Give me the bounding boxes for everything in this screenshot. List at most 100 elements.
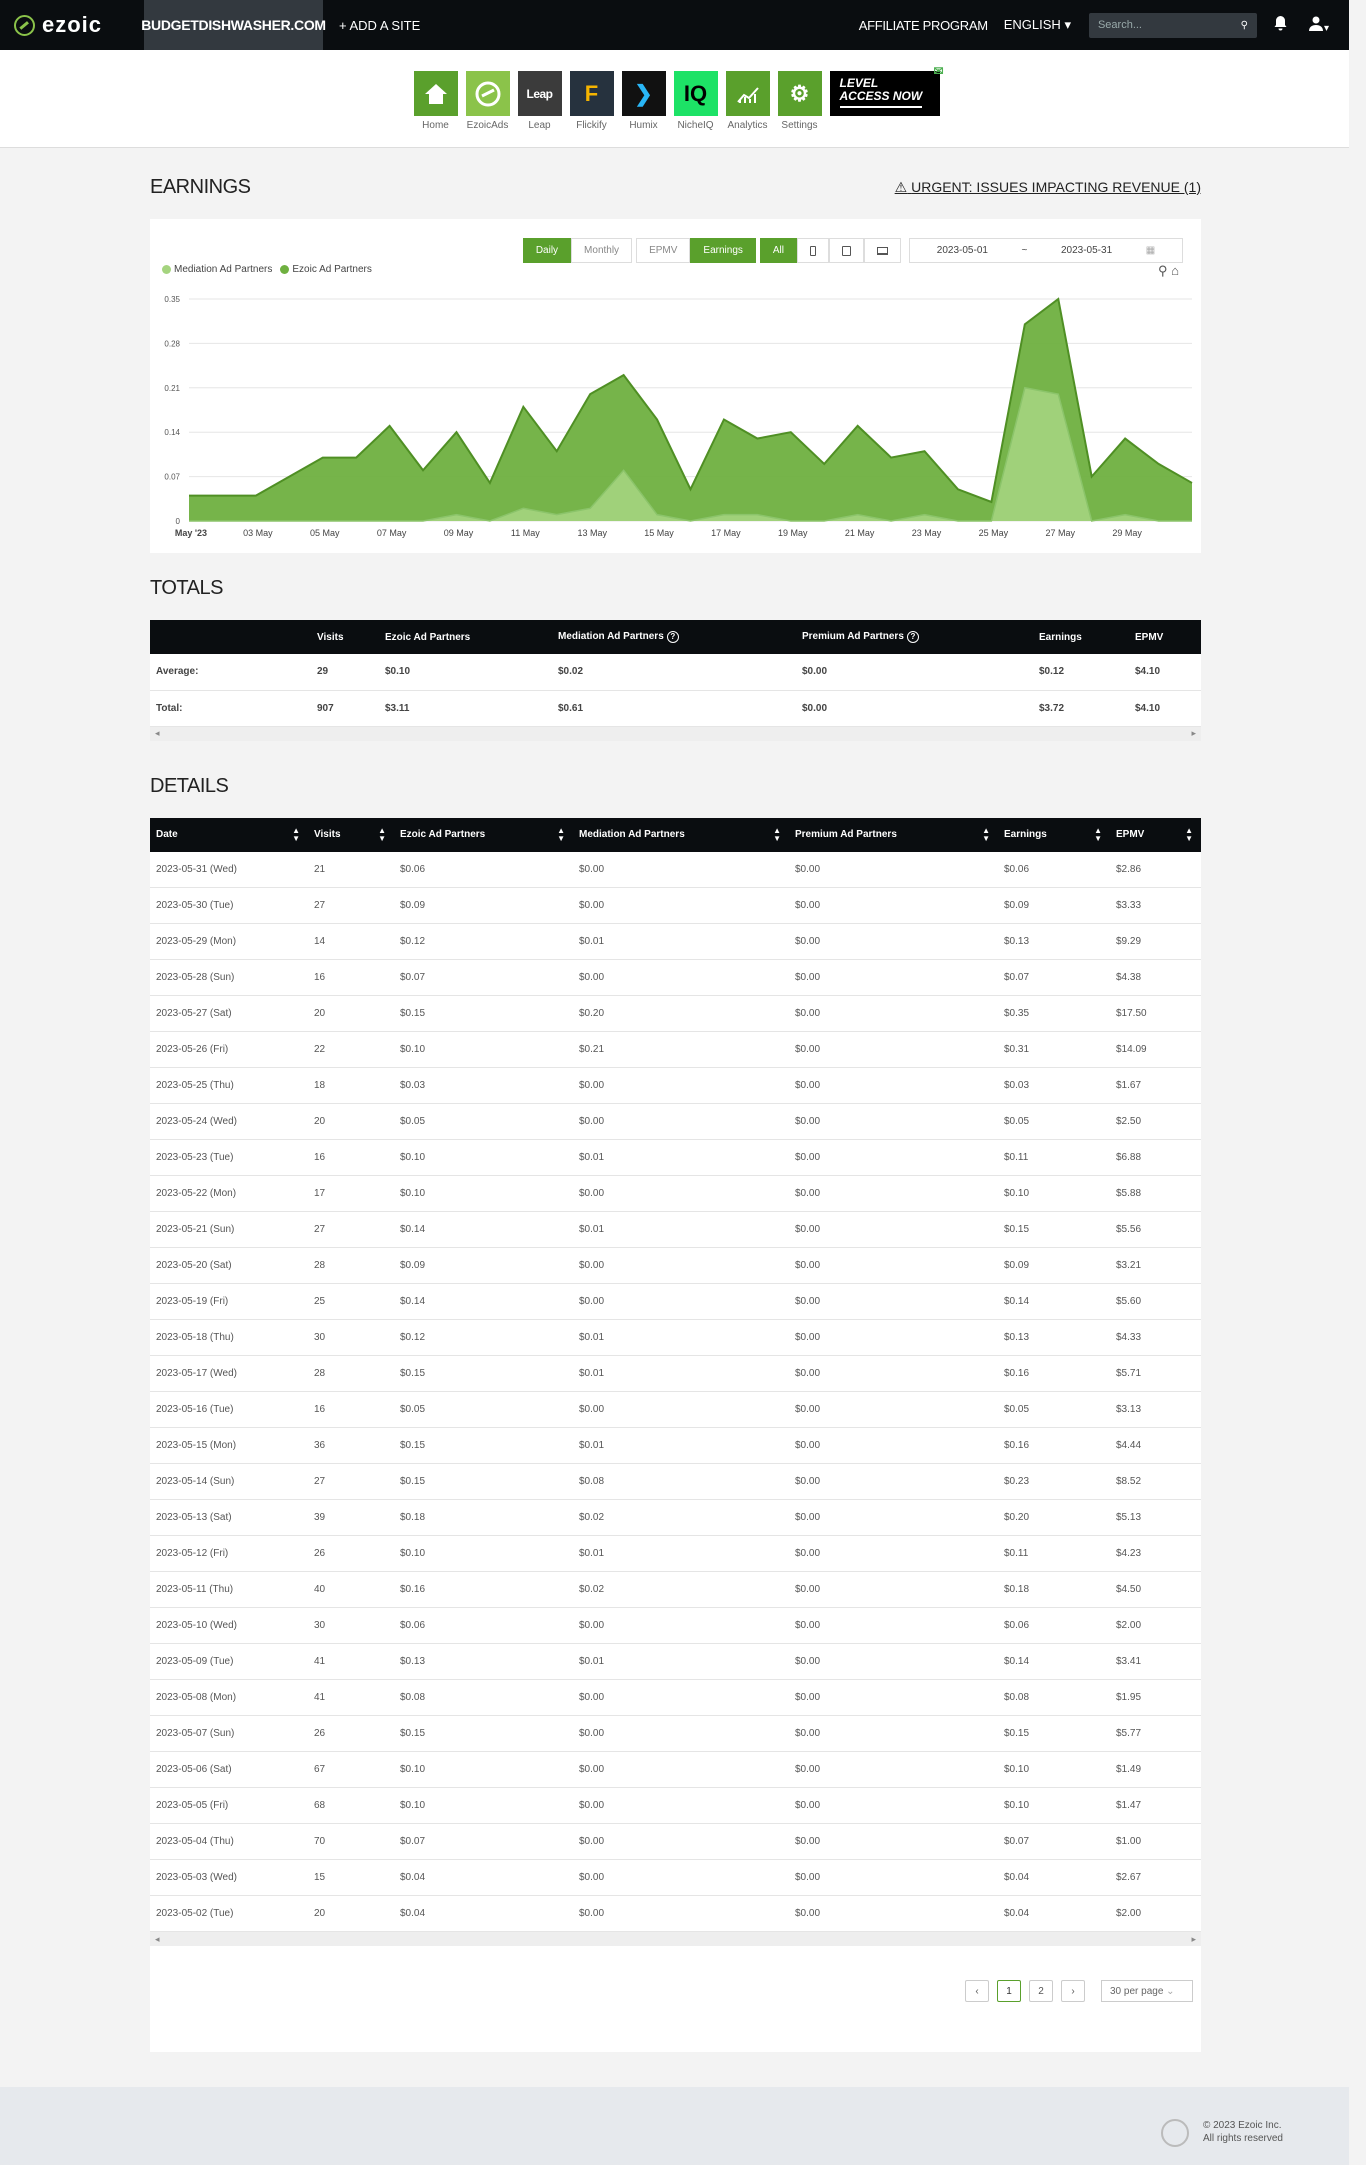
scroll-left-icon[interactable]: ◂ bbox=[155, 728, 160, 738]
epmv-button[interactable]: EPMV bbox=[636, 238, 691, 263]
earnings-button[interactable]: Earnings bbox=[690, 238, 756, 263]
help-icon[interactable]: ? bbox=[666, 631, 679, 643]
monthly-button[interactable]: Monthly bbox=[571, 238, 633, 263]
next-page-button[interactable]: › bbox=[1061, 1980, 1085, 2002]
level-access-banner[interactable]: LEVEL ACCESS NOW ✉ bbox=[829, 65, 944, 116]
ezoic-logo[interactable]: ezoic bbox=[0, 12, 144, 38]
user-caret-icon: ▾ bbox=[1323, 22, 1329, 34]
scroll-left-icon[interactable]: ◂ bbox=[155, 1933, 160, 1944]
table-cell: 39 bbox=[308, 1499, 394, 1536]
table-cell: $0.07 bbox=[394, 959, 573, 996]
table-row: 2023-05-07 (Sun) 26 $0.15 $0.00 $0.00 $0.15 $5… bbox=[150, 1715, 1201, 1752]
details-scrollbar[interactable]: ◂ ▸ bbox=[150, 1932, 1201, 1946]
app-nicheiq[interactable]: IQ NicheIQ bbox=[670, 71, 722, 147]
table-cell: $0.00 bbox=[789, 1463, 998, 1500]
urgent-issues-link[interactable]: ⚠ URGENT: ISSUES IMPACTING REVENUE (1) bbox=[895, 179, 1201, 196]
table-cell: Average: bbox=[150, 654, 311, 691]
table-cell: 26 bbox=[308, 1535, 394, 1572]
details-header-3[interactable]: Mediation Ad Partners ▲ ▼ bbox=[573, 817, 789, 852]
app-analytics[interactable]: Analytics bbox=[722, 71, 774, 147]
zoom-icon[interactable]: ⚲ bbox=[1157, 263, 1168, 278]
table-cell: $0.00 bbox=[573, 1175, 789, 1212]
totals-title: TOTALS bbox=[150, 577, 223, 599]
site-selector[interactable]: BUDGETDISHWASHER.COM bbox=[141, 0, 326, 50]
table-cell: 16 bbox=[308, 1391, 394, 1428]
table-cell: 2023-05-02 (Tue) bbox=[150, 1895, 308, 1932]
sort-icon[interactable]: ▲ ▼ bbox=[982, 825, 990, 843]
app-flickify[interactable]: F Flickify bbox=[566, 71, 618, 147]
search-input[interactable]: Search... ⚲ bbox=[1088, 12, 1257, 38]
totals-scrollbar[interactable]: ◂ ▸ bbox=[150, 726, 1201, 741]
table-cell: $0.01 bbox=[573, 1535, 789, 1572]
table-cell: $0.00 bbox=[789, 1211, 998, 1248]
table-cell: $0.08 bbox=[998, 1679, 1110, 1716]
table-cell: 2023-05-28 (Sun) bbox=[150, 959, 308, 996]
table-row: 2023-05-29 (Mon) 14 $0.12 $0.01 $0.00 $0.13 $9… bbox=[150, 923, 1201, 960]
ezoic-logo-icon bbox=[14, 14, 35, 36]
app-home[interactable]: Home bbox=[410, 71, 462, 147]
table-cell: $0.01 bbox=[573, 1319, 789, 1356]
table-cell: $0.00 bbox=[789, 1247, 998, 1284]
app-leap[interactable]: Leap Leap bbox=[514, 71, 566, 147]
table-cell: 2023-05-17 (Wed) bbox=[150, 1355, 308, 1392]
desktop-icon bbox=[877, 246, 888, 255]
table-cell: 20 bbox=[308, 1895, 394, 1932]
table-cell: 36 bbox=[308, 1427, 394, 1464]
prev-page-button[interactable]: ‹ bbox=[965, 1980, 989, 2002]
details-header-6[interactable]: EPMV ▲ ▼ bbox=[1110, 817, 1201, 852]
table-cell: 2023-05-08 (Mon) bbox=[150, 1679, 308, 1716]
sort-icon[interactable]: ▲ ▼ bbox=[773, 825, 781, 843]
flickify-icon: F bbox=[569, 71, 614, 116]
scroll-right-icon[interactable]: ▸ bbox=[1191, 1933, 1196, 1944]
sort-icon[interactable]: ▲ ▼ bbox=[292, 825, 300, 843]
page-2-button[interactable]: 2 bbox=[1029, 1980, 1053, 2002]
sort-icon[interactable]: ▲ ▼ bbox=[378, 825, 386, 843]
search-icon[interactable]: ⚲ bbox=[1240, 19, 1248, 31]
tablet-device-button[interactable] bbox=[829, 238, 864, 263]
add-site-link[interactable]: + ADD A SITE bbox=[339, 17, 421, 33]
table-cell: 2023-05-21 (Sun) bbox=[150, 1211, 308, 1248]
date-range-picker[interactable]: 2023-05-01 ~ 2023-05-31 ▦ bbox=[909, 238, 1183, 263]
details-header-4[interactable]: Premium Ad Partners ▲ ▼ bbox=[789, 817, 998, 852]
urgent-text: URGENT: ISSUES IMPACTING REVENUE (1) bbox=[911, 179, 1201, 195]
details-title: DETAILS bbox=[150, 774, 229, 797]
scroll-right-icon[interactable]: ▸ bbox=[1191, 728, 1196, 738]
sort-icon[interactable]: ▲ ▼ bbox=[1185, 825, 1193, 843]
affiliate-program-link[interactable]: AFFILIATE PROGRAM bbox=[858, 17, 988, 33]
app-ezoicads[interactable]: EzoicAds bbox=[462, 71, 514, 147]
home-reset-icon[interactable]: ⌂ bbox=[1171, 263, 1179, 278]
table-row: 2023-05-13 (Sat) 39 $0.18 $0.02 $0.00 $0.20 $5… bbox=[150, 1499, 1201, 1536]
app-settings[interactable]: ⚙ Settings bbox=[774, 71, 826, 147]
per-page-select[interactable]: 30 per page ⌄ bbox=[1101, 1980, 1193, 2002]
sort-icon[interactable]: ▲ ▼ bbox=[557, 825, 565, 843]
bell-icon[interactable] bbox=[1273, 15, 1288, 36]
user-menu[interactable]: ▾ bbox=[1308, 15, 1329, 36]
table-cell: $0.04 bbox=[394, 1859, 573, 1896]
all-devices-button[interactable]: All bbox=[759, 238, 797, 263]
app-label: Analytics bbox=[727, 120, 768, 131]
legend-mediation[interactable]: Mediation Ad Partners bbox=[162, 264, 272, 275]
details-header-0[interactable]: Date ▲ ▼ bbox=[150, 817, 308, 852]
x-tick-label: 07 May bbox=[377, 528, 407, 538]
sort-icon[interactable]: ▲ ▼ bbox=[1094, 825, 1102, 843]
mail-icon: ✉ bbox=[933, 64, 944, 78]
table-cell: $0.01 bbox=[573, 923, 789, 960]
table-cell: $0.20 bbox=[573, 995, 789, 1032]
desktop-device-button[interactable] bbox=[864, 238, 901, 263]
details-header-5[interactable]: Earnings ▲ ▼ bbox=[998, 817, 1110, 852]
table-cell: 29 bbox=[311, 654, 379, 691]
table-cell: $0.00 bbox=[573, 1787, 789, 1824]
language-dropdown[interactable]: ENGLISH ▾ bbox=[1004, 17, 1071, 33]
daily-button[interactable]: Daily bbox=[522, 238, 572, 263]
table-cell: $0.02 bbox=[573, 1571, 789, 1608]
nicheiq-icon: IQ bbox=[673, 71, 718, 116]
page-1-button[interactable]: 1 bbox=[997, 1980, 1021, 2002]
mobile-device-button[interactable] bbox=[797, 238, 829, 263]
details-header-1[interactable]: Visits ▲ ▼ bbox=[308, 817, 394, 852]
table-cell: $1.47 bbox=[1110, 1787, 1201, 1824]
help-icon[interactable]: ? bbox=[906, 631, 919, 643]
legend-ezoic[interactable]: Ezoic Ad Partners bbox=[280, 264, 372, 275]
details-header-2[interactable]: Ezoic Ad Partners ▲ ▼ bbox=[394, 817, 573, 852]
table-cell: $6.88 bbox=[1110, 1139, 1201, 1176]
app-humix[interactable]: ❯ Humix bbox=[618, 71, 670, 147]
